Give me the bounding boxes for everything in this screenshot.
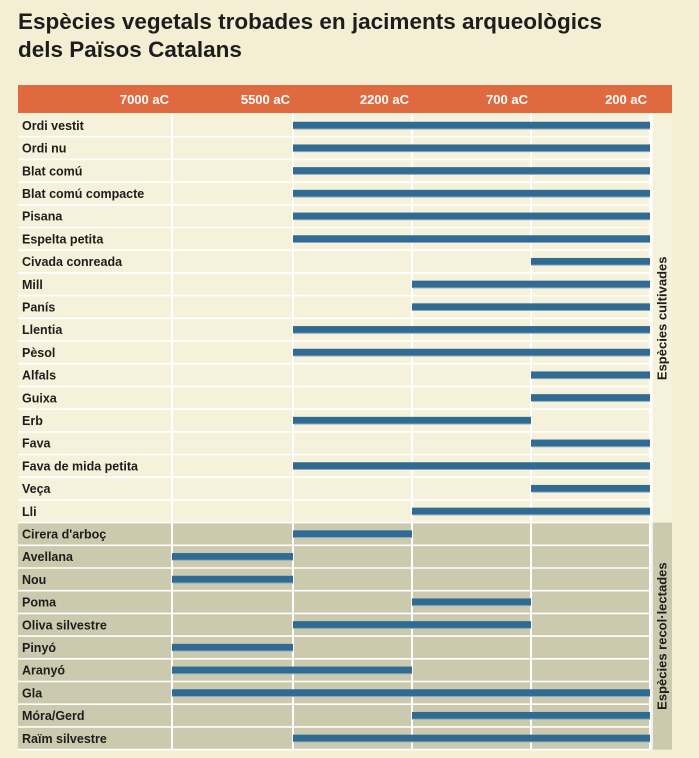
row-label: Blat comú compacte <box>22 187 144 201</box>
row-label: Aranyó <box>22 664 65 678</box>
bar <box>293 212 650 220</box>
bar <box>172 575 293 583</box>
bar <box>531 439 650 447</box>
group-label: Espècies cultivades <box>654 257 669 381</box>
bar <box>531 484 650 493</box>
bar <box>293 621 531 629</box>
row-label: Poma <box>22 596 57 610</box>
row-label: Móra/Gerd <box>22 709 85 723</box>
row-label: Avellana <box>22 550 74 564</box>
bar <box>293 235 650 243</box>
bar <box>293 144 650 152</box>
header-band <box>18 85 672 113</box>
bar <box>293 530 412 538</box>
row-label: Ordi nu <box>22 142 66 156</box>
bar <box>293 734 650 742</box>
bar <box>412 711 650 720</box>
row-label: Veça <box>22 482 52 496</box>
chart-title: Espècies vegetals trobades en jaciments … <box>18 8 688 64</box>
row-label: Cirera d'arboç <box>22 527 106 541</box>
x-tick-label: 7000 aC <box>120 92 170 107</box>
row-label: Panís <box>22 300 55 314</box>
chart-title-line2: dels Països Catalans <box>18 37 242 62</box>
bar <box>531 371 650 379</box>
bar <box>293 167 650 175</box>
bar <box>172 689 650 697</box>
row-label: Ordi vestit <box>22 119 85 133</box>
bar <box>293 462 650 470</box>
bar <box>531 394 650 402</box>
row-label: Alfals <box>22 369 56 383</box>
row-label: Nou <box>22 573 46 587</box>
bar <box>293 416 531 425</box>
row-label: Llentia <box>22 323 63 337</box>
row-label: Erb <box>22 414 43 428</box>
row-label: Gla <box>22 686 43 700</box>
row-label: Raïm silvestre <box>22 732 107 746</box>
bar <box>412 303 650 311</box>
group-label: Espècies recol·lectades <box>654 562 669 709</box>
row-label: Pisana <box>22 210 63 224</box>
bar <box>293 348 650 356</box>
bar <box>172 553 293 561</box>
x-tick-label: 5500 aC <box>241 92 291 107</box>
row-label: Fava <box>22 437 52 451</box>
x-tick-label: 700 aC <box>486 92 529 107</box>
chart-title-line1: Espècies vegetals trobades en jaciments … <box>18 9 602 34</box>
bar <box>412 507 650 515</box>
bar <box>531 257 650 266</box>
row-label: Lli <box>22 505 37 519</box>
row-label: Espelta petita <box>22 232 104 246</box>
row-label: Blat comú <box>22 164 82 178</box>
bar <box>172 643 293 652</box>
bar <box>293 189 650 198</box>
row-label: Fava de mida petita <box>22 459 139 473</box>
bar <box>293 121 650 129</box>
x-tick-label: 200 aC <box>605 92 648 107</box>
bar <box>172 666 412 674</box>
row-label: Guixa <box>22 391 58 405</box>
bar <box>412 598 531 606</box>
row-label: Pinyó <box>22 641 56 655</box>
bar <box>293 326 650 334</box>
row-label: Civada conreada <box>22 255 123 269</box>
bar <box>412 280 650 288</box>
row-label: Pèsol <box>22 346 55 360</box>
row-label: Mill <box>22 278 43 292</box>
row-label: Oliva silvestre <box>22 618 107 632</box>
x-tick-label: 2200 aC <box>360 92 410 107</box>
